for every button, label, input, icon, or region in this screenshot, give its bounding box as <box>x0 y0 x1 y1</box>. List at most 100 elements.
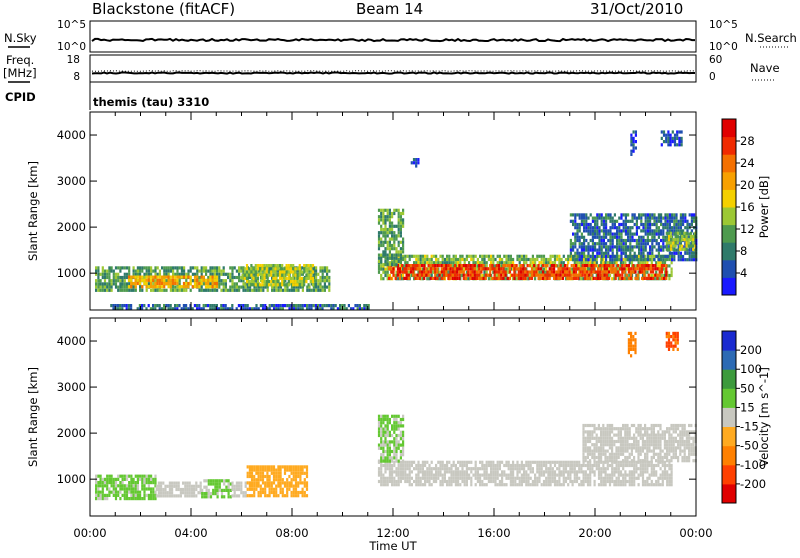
heatmap-cell <box>317 307 320 311</box>
heatmap-cell <box>99 288 102 292</box>
heatmap-cell <box>163 288 166 292</box>
heatmap-cell <box>507 467 510 471</box>
heatmap-cell <box>164 494 167 498</box>
heatmap-cell <box>584 470 587 474</box>
heatmap-cell <box>428 473 431 477</box>
heatmap-cell <box>388 453 391 457</box>
heatmap-cell <box>483 270 486 274</box>
heatmap-cell <box>399 218 402 222</box>
heatmap-cell <box>485 483 488 487</box>
heatmap-cell <box>310 304 313 308</box>
heatmap-cell <box>512 476 515 480</box>
heatmap-cell <box>578 264 581 268</box>
heatmap-cell <box>321 304 324 308</box>
heatmap-cell <box>549 470 552 474</box>
heatmap-cell <box>277 269 280 273</box>
heatmap-cell <box>522 264 525 268</box>
heatmap-cell <box>220 492 224 496</box>
heatmap-cell <box>132 481 135 485</box>
heatmap-cell <box>391 224 394 228</box>
heatmap-cell <box>121 481 124 485</box>
heatmap-cell <box>384 414 387 418</box>
heatmap-cell <box>459 470 462 474</box>
heatmap-cell <box>555 270 558 274</box>
heatmap-cell <box>391 261 394 265</box>
heatmap-cell <box>256 280 260 284</box>
heatmap-cell <box>648 473 651 477</box>
heatmap-cell <box>119 307 122 311</box>
heatmap-cell <box>580 261 583 265</box>
heatmap-cell <box>646 270 649 274</box>
heatmap-cell <box>285 270 288 274</box>
heatmap-cell <box>272 490 276 495</box>
heatmap-cell <box>664 245 667 249</box>
heatmap-cell <box>493 276 496 280</box>
heatmap-cell <box>443 470 446 474</box>
heatmap-cell <box>436 267 439 271</box>
heatmap-cell <box>240 266 243 270</box>
heatmap-cell <box>586 479 590 484</box>
heatmap-cell <box>568 276 571 280</box>
heatmap-cell <box>501 470 504 474</box>
heatmap-cell <box>628 476 631 480</box>
heatmap-cell <box>220 488 224 492</box>
heatmap-cell <box>200 278 203 282</box>
heatmap-cell <box>388 221 391 225</box>
heatmap-cell <box>611 258 614 262</box>
heatmap-cell <box>382 456 385 460</box>
heatmap-cell <box>211 281 214 286</box>
heatmap-cell <box>613 470 616 474</box>
heatmap-cell <box>641 264 644 268</box>
heatmap-cell <box>655 222 658 227</box>
heatmap-cell <box>198 275 201 280</box>
heatmap-cell <box>684 251 687 255</box>
heatmap-cell <box>609 219 612 223</box>
heatmap-cell <box>185 307 188 311</box>
heatmap-cell <box>402 440 405 444</box>
heatmap-cell <box>452 460 455 464</box>
heatmap-cell <box>605 273 608 277</box>
heatmap-cell <box>292 304 295 308</box>
heatmap-cell <box>305 471 309 475</box>
heatmap-cell <box>275 474 278 479</box>
heatmap-cell <box>253 487 256 491</box>
heatmap-cell <box>257 465 260 469</box>
heatmap-cell <box>487 277 490 281</box>
heatmap-cell <box>591 238 594 243</box>
heatmap-cell <box>403 270 406 274</box>
heatmap-cell <box>172 288 175 292</box>
heatmap-cell <box>607 245 610 249</box>
heatmap-cell <box>397 277 400 281</box>
heatmap-cell <box>638 242 641 246</box>
heatmap-cell <box>384 215 387 219</box>
heatmap-cell <box>384 427 387 431</box>
heatmap-cell <box>638 245 641 249</box>
heatmap-cell <box>644 229 647 233</box>
heatmap-cell <box>517 267 520 271</box>
heatmap-cell <box>449 276 452 280</box>
heatmap-cell <box>177 494 180 498</box>
heatmap-cell <box>311 283 315 287</box>
heatmap-cell <box>382 463 385 468</box>
heatmap-cell <box>191 266 194 270</box>
heatmap-cell <box>671 258 674 262</box>
heatmap-cell <box>270 481 273 485</box>
heatmap-cell <box>520 460 523 464</box>
heatmap-cell <box>633 254 636 259</box>
heatmap-cell <box>640 235 643 239</box>
heatmap-cell <box>481 479 484 484</box>
heatmap-cell <box>382 430 385 434</box>
heatmap-cell <box>377 208 381 212</box>
heatmap-cell <box>273 304 276 308</box>
heatmap-cell <box>559 273 562 277</box>
heatmap-cell <box>233 288 236 292</box>
heatmap-cell <box>384 253 387 257</box>
heatmap-cell <box>358 307 361 311</box>
heatmap-cell <box>666 216 669 220</box>
heatmap-cell <box>437 460 440 464</box>
heatmap-cell <box>615 479 618 484</box>
heatmap-cell <box>584 476 587 480</box>
heatmap-cell <box>512 267 515 271</box>
heatmap-cell <box>227 272 230 276</box>
heatmap-cell <box>231 272 234 276</box>
